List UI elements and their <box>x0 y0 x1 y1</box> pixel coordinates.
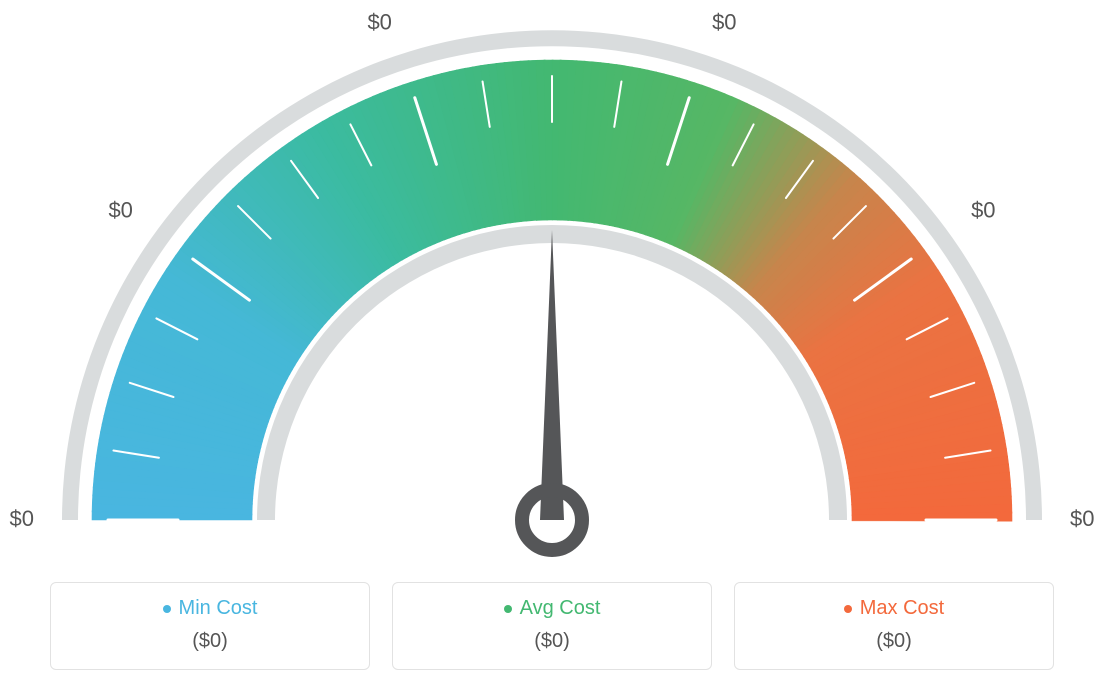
legend-value-avg: ($0) <box>393 630 711 653</box>
svg-text:$0: $0 <box>10 506 34 531</box>
cost-gauge-chart: $0 $0 $0 $0 $0 $0 Min Cost ($0) Avg Cost ($0)… <box>0 0 1104 690</box>
legend-label-max: Max Cost <box>860 597 944 620</box>
legend-title-avg: Avg Cost <box>504 597 601 620</box>
legend-title-max: Max Cost <box>844 597 944 620</box>
legend-value-max: ($0) <box>735 630 1053 653</box>
legend-value-min: ($0) <box>51 630 369 653</box>
gauge-svg: $0 $0 $0 $0 $0 $0 <box>0 0 1104 560</box>
legend-row: Min Cost ($0) Avg Cost ($0) Max Cost ($0… <box>50 582 1054 670</box>
legend-card-min: Min Cost ($0) <box>50 582 370 670</box>
legend-dot-avg <box>504 605 512 613</box>
svg-text:$0: $0 <box>367 9 391 34</box>
svg-text:$0: $0 <box>971 198 995 223</box>
svg-text:$0: $0 <box>108 198 132 223</box>
legend-label-min: Min Cost <box>179 597 258 620</box>
legend-label-avg: Avg Cost <box>520 597 601 620</box>
gauge-area: $0 $0 $0 $0 $0 $0 <box>0 0 1104 560</box>
legend-card-avg: Avg Cost ($0) <box>392 582 712 670</box>
legend-dot-max <box>844 605 852 613</box>
gauge-needle <box>540 230 564 520</box>
svg-text:$0: $0 <box>712 9 736 34</box>
legend-title-min: Min Cost <box>163 597 258 620</box>
legend-dot-min <box>163 605 171 613</box>
svg-text:$0: $0 <box>1070 506 1094 531</box>
legend-card-max: Max Cost ($0) <box>734 582 1054 670</box>
